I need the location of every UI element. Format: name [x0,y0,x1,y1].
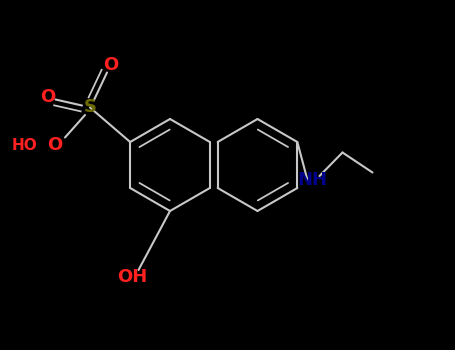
Text: O: O [40,89,55,106]
Text: O: O [103,56,119,74]
Text: S: S [84,98,96,117]
Text: O: O [47,136,63,154]
Text: HO: HO [12,138,37,153]
Text: OH: OH [117,268,147,287]
Text: NH: NH [298,171,328,189]
